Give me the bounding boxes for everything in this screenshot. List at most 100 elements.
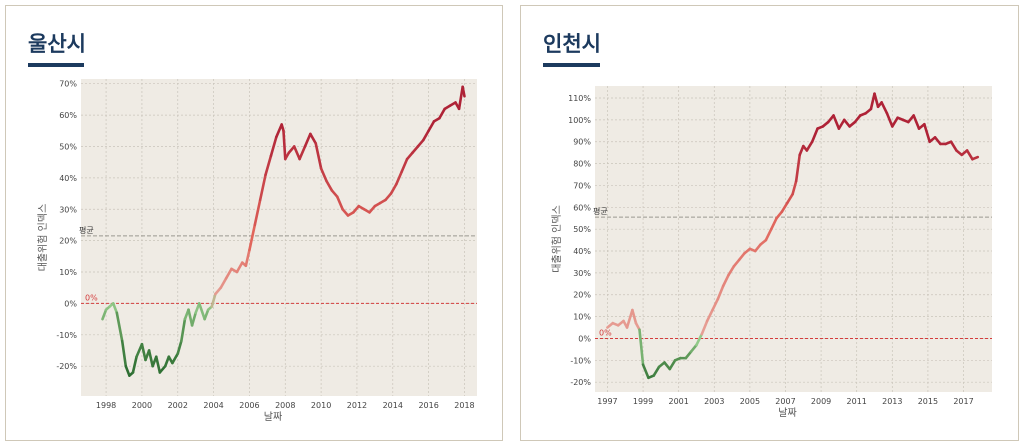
x-tick-label: 2006	[239, 401, 259, 410]
y-tick-label: 110%	[568, 94, 591, 103]
series-segment	[810, 127, 819, 144]
series-segment	[891, 116, 899, 128]
series-segment	[214, 286, 223, 296]
series-segment	[753, 243, 762, 253]
y-tick-label: 30%	[59, 205, 77, 214]
series-segment	[210, 292, 217, 308]
series-segment	[253, 198, 262, 227]
series-segment	[641, 363, 650, 380]
y-tick-label: 50%	[573, 225, 591, 234]
chart-title: 울산시	[28, 32, 86, 56]
series-segment	[880, 101, 889, 115]
series-segment	[180, 317, 187, 343]
y-tick-label: -10%	[570, 356, 591, 365]
y-tick-label: 70%	[59, 80, 77, 89]
series-segment	[314, 142, 323, 170]
x-tick-label: 2017	[953, 397, 973, 406]
y-tick-label: -20%	[56, 362, 77, 371]
series-segment	[411, 145, 420, 155]
plot-area	[595, 86, 992, 392]
series-segment	[689, 343, 698, 353]
series-segment	[933, 136, 942, 146]
series-segment	[775, 210, 784, 220]
zero-label: 0%	[599, 328, 612, 337]
y-tick-label: 80%	[573, 160, 591, 169]
x-tick-label: 2002	[168, 401, 188, 410]
series-segment	[965, 149, 974, 161]
series-segment	[147, 349, 154, 368]
series-segment	[732, 258, 741, 268]
y-tick-label: 60%	[59, 111, 77, 120]
x-tick-label: 1997	[597, 397, 617, 406]
series-segment	[721, 273, 730, 288]
series-segment	[971, 155, 980, 161]
x-axis-title: 날짜	[264, 411, 282, 423]
y-tick-label: 20%	[573, 291, 591, 300]
series-segment	[154, 355, 162, 374]
y-tick-label: 10%	[59, 268, 77, 277]
series-segment	[389, 182, 398, 195]
series-segment	[853, 114, 862, 124]
series-line	[606, 92, 980, 380]
series-segment	[282, 129, 287, 161]
series-segment	[438, 107, 447, 120]
zero-label: 0%	[85, 293, 98, 302]
x-tick-label: 2013	[882, 397, 902, 406]
line-chart-ulsan: -20% -10% 0% 10% 20% 30% 40% 50% 60% 70% 1998 2000 2…	[36, 79, 477, 423]
series-segment	[785, 192, 794, 205]
y-tick-label: 90%	[573, 138, 591, 147]
series-segment	[203, 308, 210, 321]
x-tick-label: 2012	[347, 401, 367, 410]
series-segment	[258, 173, 267, 202]
series-segment	[135, 342, 144, 359]
series-segment	[111, 302, 119, 315]
y-tick-label: 0%	[578, 334, 591, 343]
y-tick-label: 40%	[59, 174, 77, 183]
series-segment	[309, 132, 318, 145]
series-segment	[780, 201, 789, 213]
series-segment	[764, 227, 773, 242]
series-segment	[219, 277, 228, 290]
series-segment	[140, 342, 147, 362]
series-segment	[120, 339, 128, 368]
chart-title: 인천시	[543, 32, 601, 56]
series-segment	[949, 140, 958, 152]
series-segment	[224, 267, 233, 280]
series-segment	[885, 112, 894, 128]
series-segment	[352, 204, 361, 214]
series-segment	[427, 120, 436, 133]
series-segment	[298, 145, 307, 161]
series-segment	[171, 352, 180, 365]
series-segment	[737, 251, 746, 262]
x-tick-label: 2016	[418, 401, 438, 410]
series-segment	[319, 167, 328, 183]
x-tick-label: 2010	[311, 401, 331, 410]
x-tick-label: 1998	[96, 401, 116, 410]
series-segment	[684, 350, 693, 360]
title-underline	[543, 63, 600, 67]
series-segment	[303, 132, 312, 148]
series-segment	[912, 114, 921, 130]
y-tick-label: -20%	[570, 378, 591, 387]
series-segment	[638, 328, 645, 366]
series-segment	[101, 308, 108, 321]
series-segment	[235, 261, 244, 274]
series-segment	[663, 361, 672, 371]
series-segment	[798, 144, 805, 157]
series-segment	[269, 135, 278, 158]
series-segment	[794, 153, 802, 183]
x-axis-title: 날짜	[778, 407, 796, 419]
series-segment	[325, 179, 334, 192]
series-segment	[700, 319, 709, 336]
x-tick-label: 2018	[454, 401, 474, 410]
y-tick-label: 10%	[573, 313, 591, 322]
series-segment	[711, 297, 720, 312]
line-chart-incheon: -20% -10% 0% 10% 20% 30% 40% 50% 60% 70% 80% 90% 100…	[550, 86, 992, 419]
series-segment	[400, 157, 409, 173]
x-tick-label: 2003	[704, 397, 724, 406]
x-tick-label: 2008	[275, 401, 295, 410]
series-segment	[368, 204, 377, 214]
series-segment	[668, 359, 677, 371]
y-tick-label: -10%	[56, 331, 77, 340]
series-segment	[131, 355, 138, 374]
